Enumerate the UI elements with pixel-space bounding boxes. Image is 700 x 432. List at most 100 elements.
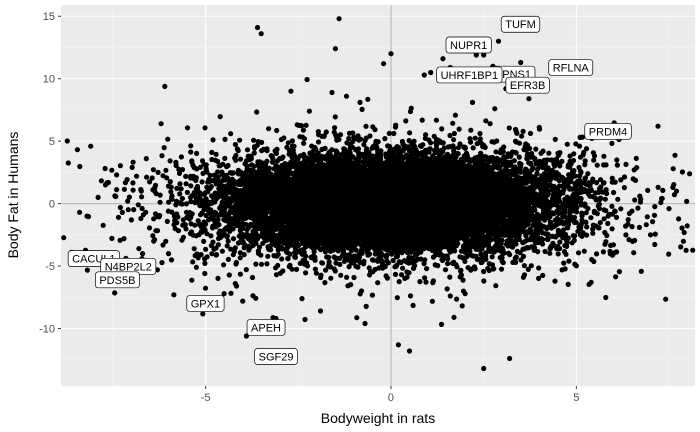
data-point	[459, 303, 465, 309]
data-point	[285, 140, 291, 146]
data-point	[605, 220, 611, 227]
data-point	[546, 150, 552, 156]
data-point	[614, 162, 621, 168]
data-point	[114, 187, 120, 193]
data-point	[215, 242, 221, 248]
data-point	[419, 117, 425, 123]
data-point	[143, 209, 149, 215]
data-point	[609, 175, 615, 181]
data-point	[679, 225, 685, 231]
data-point	[164, 175, 170, 181]
data-point	[623, 232, 629, 238]
data-point	[179, 195, 185, 202]
data-point	[164, 218, 170, 224]
data-point	[131, 207, 137, 213]
data-point	[525, 266, 531, 272]
data-point	[464, 254, 470, 260]
data-point	[516, 154, 522, 160]
data-point	[633, 155, 639, 161]
data-point	[202, 270, 208, 277]
data-point	[470, 145, 476, 151]
data-point	[149, 175, 155, 181]
data-point	[151, 216, 157, 222]
data-point	[183, 181, 189, 187]
data-point	[329, 89, 335, 96]
data-point	[337, 132, 344, 138]
data-point	[457, 141, 463, 147]
data-point	[369, 292, 375, 298]
data-point	[130, 159, 136, 165]
data-point	[188, 183, 194, 189]
data-point	[614, 157, 620, 163]
data-point	[683, 247, 689, 253]
data-point	[498, 266, 505, 272]
data-point	[144, 174, 150, 180]
data-point	[211, 246, 217, 252]
data-point	[575, 250, 582, 256]
data-point	[394, 262, 400, 268]
data-point	[481, 278, 487, 284]
data-point	[561, 249, 568, 255]
data-point	[658, 199, 664, 206]
data-point	[139, 194, 145, 200]
data-point	[159, 260, 165, 266]
data-point	[225, 238, 231, 244]
data-point	[644, 214, 650, 220]
data-point	[493, 283, 499, 289]
data-point	[351, 134, 357, 140]
data-point	[632, 197, 638, 203]
data-point	[655, 184, 661, 190]
data-point	[410, 302, 416, 308]
data-point	[609, 140, 615, 146]
data-point	[533, 146, 539, 152]
data-point	[552, 136, 558, 142]
data-point	[680, 238, 687, 244]
data-point	[251, 137, 257, 143]
data-point	[203, 212, 209, 219]
data-point	[351, 274, 357, 281]
data-point	[237, 137, 243, 143]
data-point	[519, 133, 525, 139]
data-point	[250, 293, 256, 299]
data-point	[168, 257, 175, 263]
data-point	[130, 187, 136, 193]
data-point	[564, 141, 570, 147]
data-point	[477, 130, 483, 137]
data-point	[364, 146, 370, 152]
data-point	[557, 239, 563, 245]
data-point	[591, 157, 597, 163]
data-point	[146, 225, 153, 231]
data-points	[61, 16, 696, 372]
data-point	[445, 261, 451, 267]
data-point	[235, 148, 241, 154]
data-point	[318, 274, 324, 281]
data-point	[209, 251, 215, 257]
data-point	[365, 96, 371, 102]
data-point	[357, 99, 363, 105]
data-point	[684, 198, 690, 204]
data-point	[237, 255, 243, 261]
data-point	[542, 248, 548, 255]
data-point	[300, 127, 306, 133]
data-point	[600, 249, 607, 255]
data-point	[652, 241, 658, 248]
data-point	[474, 141, 480, 147]
data-point	[681, 229, 687, 236]
data-point	[188, 149, 194, 155]
data-point	[191, 246, 197, 252]
data-point	[331, 129, 337, 135]
data-point	[177, 181, 183, 187]
data-point	[660, 187, 666, 193]
data-point	[536, 265, 542, 271]
data-point	[372, 127, 378, 133]
data-point	[390, 257, 396, 264]
data-point	[618, 206, 624, 212]
data-point	[363, 123, 369, 129]
data-point	[203, 246, 209, 252]
data-point	[526, 96, 532, 102]
data-point	[638, 268, 644, 274]
data-point	[177, 191, 183, 197]
data-point	[447, 293, 453, 299]
data-point	[528, 263, 534, 269]
